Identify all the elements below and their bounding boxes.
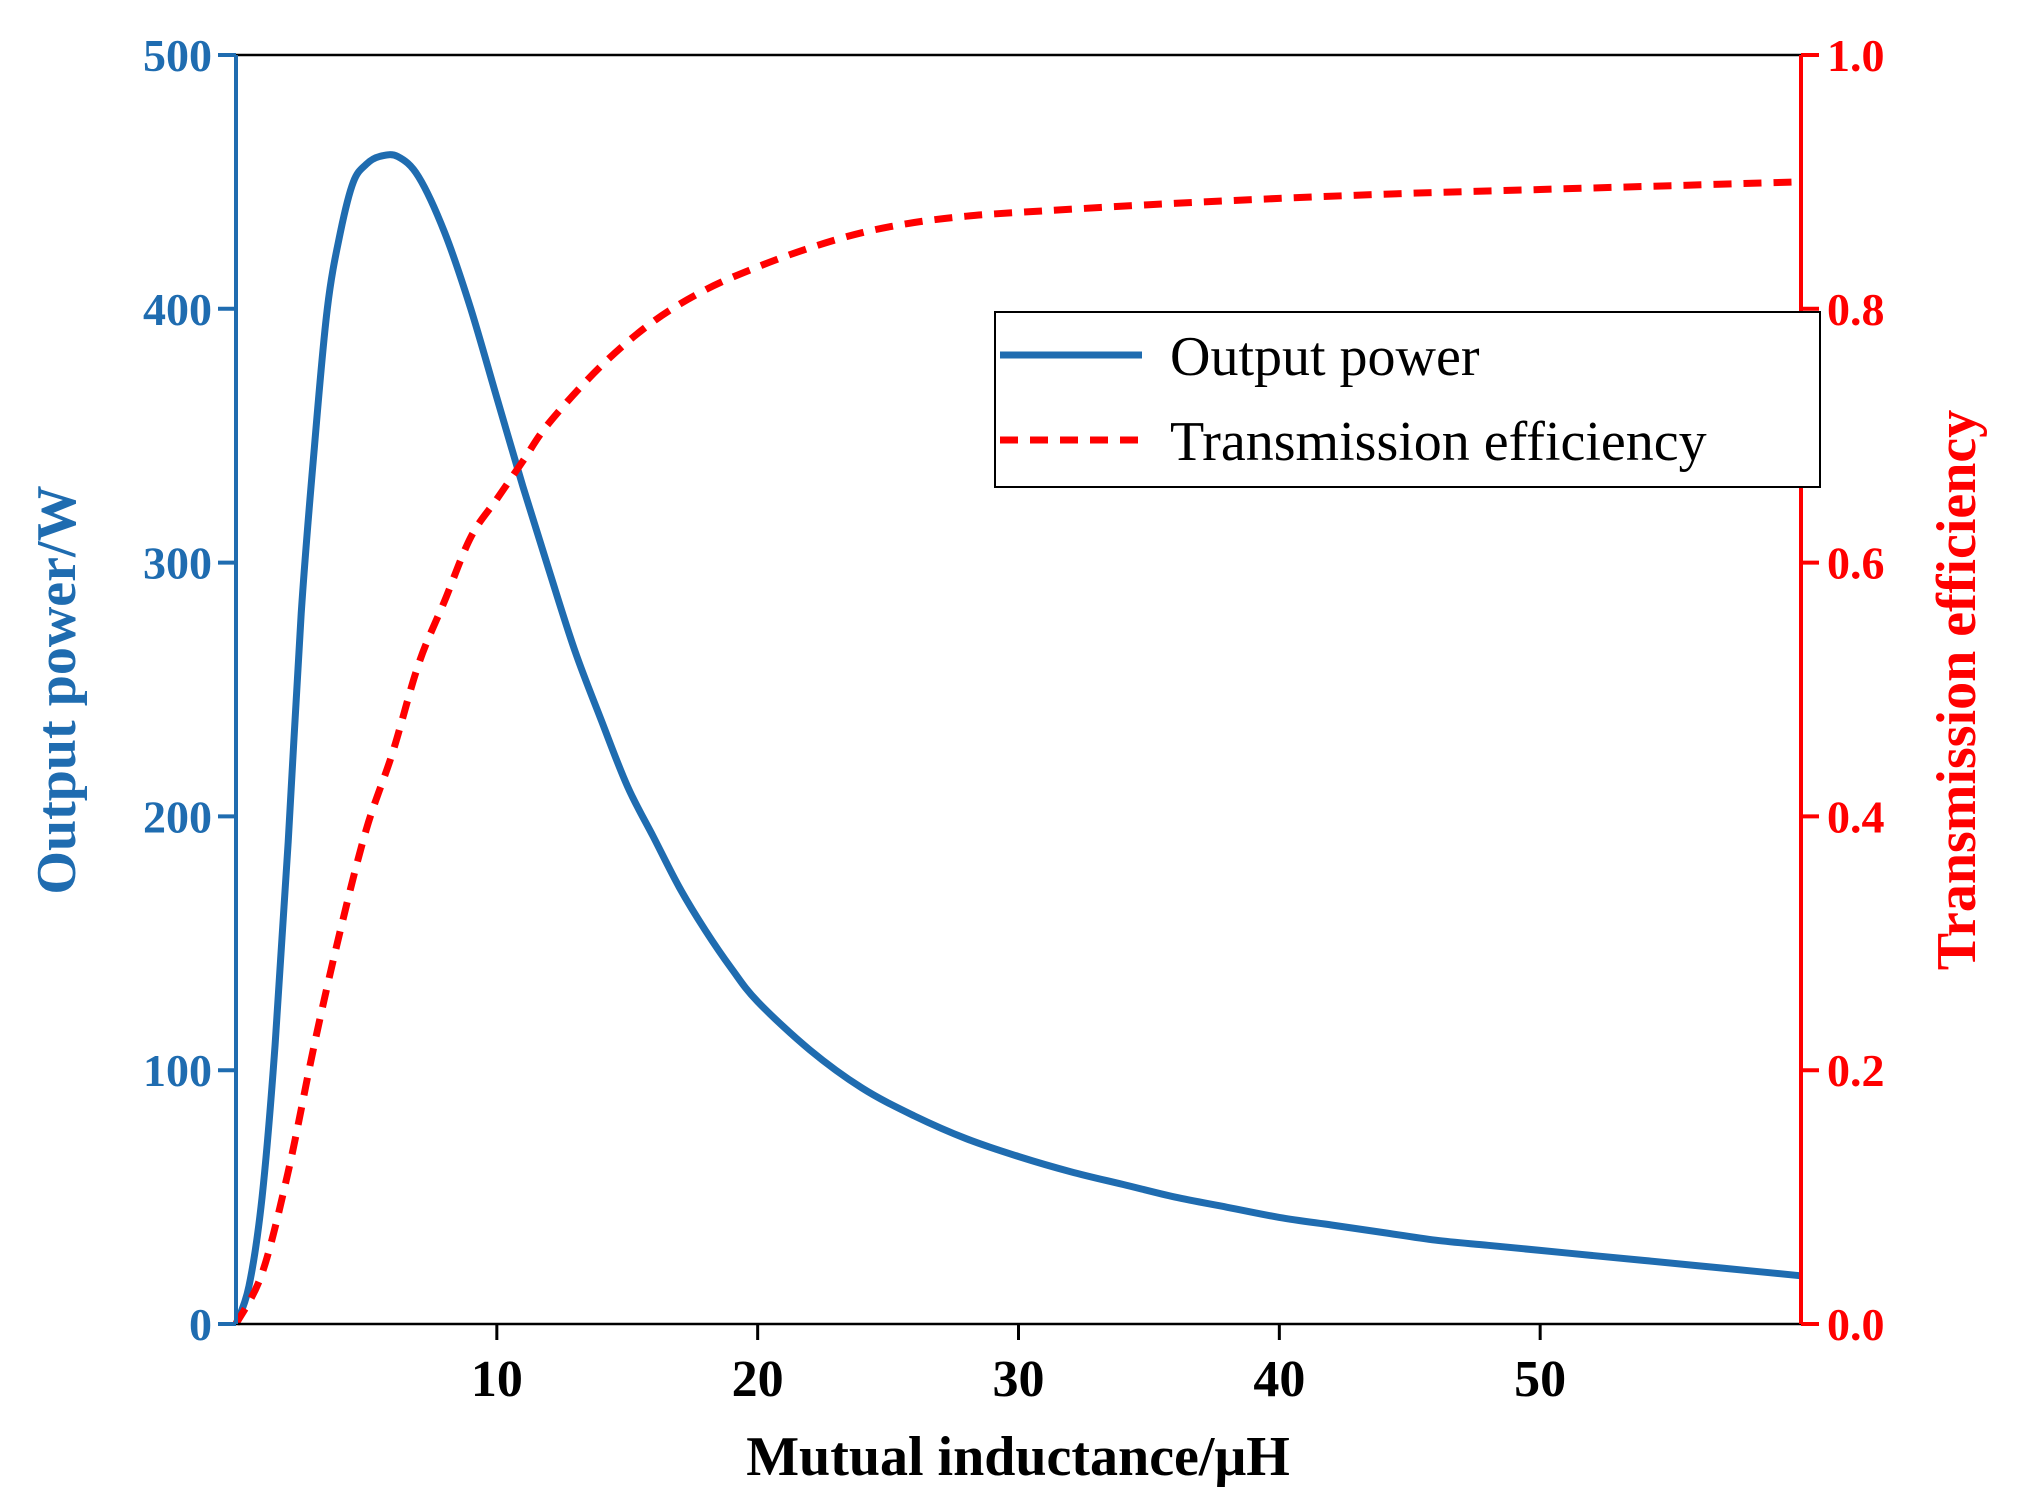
series-line-transmission-efficiency bbox=[232, 178, 1802, 1326]
y-right-tick-label: 0.8 bbox=[1827, 284, 1885, 335]
y-left-tick-label: 500 bbox=[143, 30, 212, 81]
axes-layer: 0 100 200 300 400 500 0.0 0.2 0.4 0.6 0.8 1.0 10 20 30… bbox=[143, 30, 1885, 1408]
y-left-tick-label: 200 bbox=[143, 791, 212, 842]
y-left-tick-label: 400 bbox=[143, 284, 212, 335]
legend-label-output-power: Output power bbox=[1170, 326, 1480, 388]
y-right-tick-label: 0.6 bbox=[1827, 538, 1885, 589]
y-axis-right-title: Transmission efficiency bbox=[1926, 410, 1988, 970]
series-layer bbox=[232, 151, 1802, 1326]
legend-box bbox=[994, 311, 1821, 488]
x-tick-label: 30 bbox=[993, 1351, 1045, 1408]
x-axis-title: Mutual inductance/μH bbox=[746, 1426, 1290, 1488]
y-right-tick-label: 0.4 bbox=[1827, 791, 1885, 842]
legend-label-transmission-efficiency: Transmission efficiency bbox=[1170, 411, 1707, 473]
x-tick-label: 40 bbox=[1253, 1351, 1305, 1408]
x-tick-label: 10 bbox=[471, 1351, 523, 1408]
series-line-output-power bbox=[232, 151, 1802, 1326]
y-axis-left-title: Output power/W bbox=[26, 485, 88, 894]
y-right-tick-label: 0.0 bbox=[1827, 1299, 1885, 1350]
plot-frame bbox=[234, 53, 1803, 1326]
y-left-tick-label: 300 bbox=[143, 538, 212, 589]
y-right-tick-label: 1.0 bbox=[1827, 30, 1885, 81]
y-right-tick-label: 0.2 bbox=[1827, 1045, 1885, 1096]
x-tick-label: 20 bbox=[732, 1351, 784, 1408]
legend: Output power Transmission efficiency bbox=[994, 311, 1821, 488]
x-tick-label: 50 bbox=[1514, 1351, 1566, 1408]
y-left-tick-label: 100 bbox=[143, 1045, 212, 1096]
y-left-tick-label: 0 bbox=[189, 1299, 212, 1350]
